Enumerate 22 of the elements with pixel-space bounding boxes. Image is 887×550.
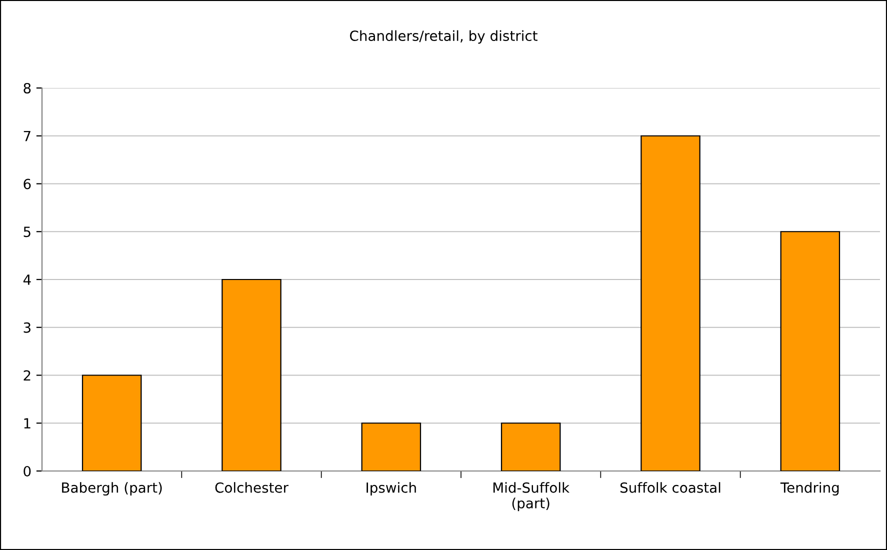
bar	[222, 278, 282, 471]
y-tick-label: 3	[24, 322, 30, 333]
x-tick-label: Colchester	[215, 482, 288, 493]
x-tick-label: Tendring	[780, 482, 839, 496]
y-tick-label: 4	[23, 274, 31, 285]
bar	[361, 422, 422, 471]
y-tick-label: 7	[24, 131, 30, 142]
x-tick-label: Suffolk coastal	[620, 482, 720, 493]
y-tick-label: 0	[24, 466, 31, 476]
y-tick-label: 5	[24, 226, 30, 238]
y-tick-label: 8	[24, 82, 31, 94]
y-tick-label: 2	[24, 370, 30, 381]
x-tick-label: Babergh (part)	[62, 482, 162, 496]
bar	[780, 231, 840, 471]
y-tick-label: 1	[24, 418, 30, 428]
bar	[82, 374, 142, 471]
y-tick-label: 6	[24, 178, 31, 190]
bar	[640, 135, 700, 471]
x-tick-label: Ipswich	[366, 482, 416, 496]
chart-title: Chandlers/retail, by district	[350, 30, 538, 44]
x-tick-label: Mid-Suffolk (part)	[493, 482, 570, 512]
bar	[500, 422, 561, 471]
